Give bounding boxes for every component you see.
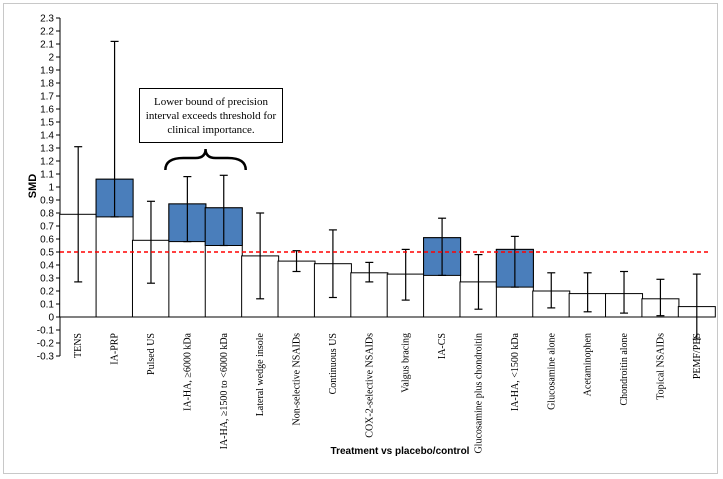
category-label: IA-HA, ≥1500 to <6000 kDa xyxy=(219,332,230,449)
y-tick-label: 0.4 xyxy=(40,261,54,272)
y-tick-label: 1 xyxy=(48,183,54,194)
y-tick-label: 2.1 xyxy=(40,40,54,51)
y-tick-label: 1.8 xyxy=(40,79,54,90)
category-label: IA-PRP xyxy=(110,333,121,365)
category-label: Non-selective NSAIDs xyxy=(292,333,303,426)
y-tick-label: 0.2 xyxy=(40,287,54,298)
category-label: IA-HA, <1500 kDa xyxy=(510,332,521,411)
category-label: Glucosamine alone xyxy=(546,332,557,409)
category-label: Valgus bracing xyxy=(401,333,412,393)
y-tick-label: 1.2 xyxy=(40,157,54,168)
y-tick-label: 1.1 xyxy=(40,170,54,181)
y-tick-label: -0.2 xyxy=(37,339,55,350)
category-label: Chondroitin alone xyxy=(619,332,630,405)
y-tick-label: 0.6 xyxy=(40,235,54,246)
category-label: IA-CS xyxy=(437,333,448,359)
y-tick-label: -0.3 xyxy=(37,352,55,363)
y-tick-label: -0.1 xyxy=(37,326,55,337)
y-tick-label: 1.7 xyxy=(40,92,54,103)
category-label: Continuous US xyxy=(328,333,339,394)
y-tick-label: 1.3 xyxy=(40,144,54,155)
y-tick-label: 0.8 xyxy=(40,209,54,220)
chart-annotation: Lower bound of precision interval exceed… xyxy=(139,88,283,143)
y-tick-label: 2.3 xyxy=(40,14,54,25)
y-tick-label: 1.4 xyxy=(40,131,54,142)
y-tick-label: 0.7 xyxy=(40,222,54,233)
x-axis-title: Treatment vs placebo/control xyxy=(331,446,470,457)
y-tick-label: 0 xyxy=(48,313,54,324)
y-axis-title: SMD xyxy=(27,174,39,199)
y-tick-label: 1.6 xyxy=(40,105,54,116)
y-tick-label: 1.5 xyxy=(40,118,54,129)
y-tick-label: 0.1 xyxy=(40,300,54,311)
y-tick-label: 0.5 xyxy=(40,248,54,259)
y-tick-label: 1.9 xyxy=(40,66,54,77)
annotation-brace xyxy=(164,148,247,171)
category-label: Topical NSAIDs xyxy=(655,333,666,400)
y-tick-label: 0.9 xyxy=(40,196,54,207)
category-label: PEMF/PES xyxy=(692,333,703,379)
category-label: Glucosamine plus chondroitin xyxy=(473,333,484,454)
y-tick-label: 0.3 xyxy=(40,274,54,285)
category-label: Lateral wedge insole xyxy=(255,332,266,416)
category-label: IA-HA, ≥6000 kDa xyxy=(182,332,193,411)
category-label: COX-2-selective NSAIDs xyxy=(364,333,375,438)
category-label: Pulsed US xyxy=(146,333,157,375)
y-tick-label: 2 xyxy=(48,53,54,64)
category-label: TENS xyxy=(73,333,84,358)
y-tick-label: 2.2 xyxy=(40,27,54,38)
category-label: Acetaminophen xyxy=(583,333,594,396)
